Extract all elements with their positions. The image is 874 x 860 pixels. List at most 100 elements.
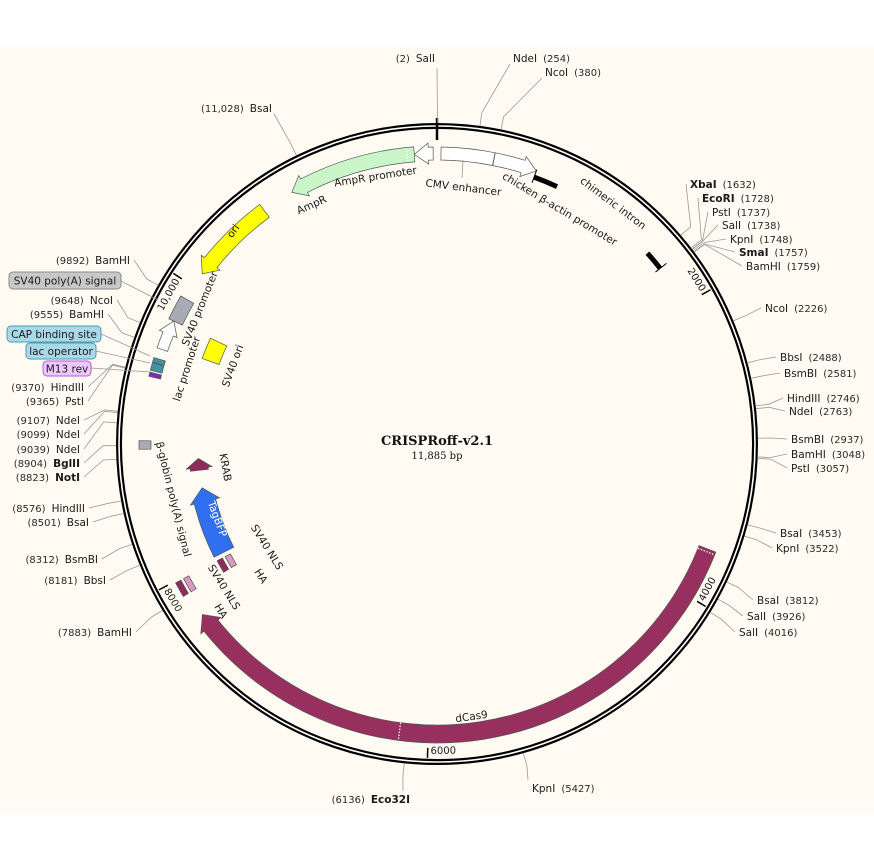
feature-tagbfp[interactable] bbox=[189, 487, 235, 558]
feature-cmv-enhancer[interactable] bbox=[440, 146, 496, 166]
feature-sv40-ori[interactable] bbox=[201, 337, 228, 365]
feature-sv40-nls-2[interactable] bbox=[175, 579, 189, 597]
tick-label: 6000 bbox=[430, 746, 456, 758]
restriction-site-sali[interactable]: SalI (3926) bbox=[747, 611, 805, 623]
feature-ampr[interactable] bbox=[291, 146, 416, 197]
restriction-site-bsmbi[interactable]: BsmBI (2581) bbox=[784, 368, 857, 380]
label-sv40-nls-1: SV40 NLS bbox=[248, 523, 285, 573]
restriction-site-ncoi[interactable]: NcoI (2226) bbox=[765, 303, 828, 315]
feature-cap-binding-site[interactable] bbox=[152, 357, 166, 366]
site-name: SalI bbox=[722, 220, 741, 232]
site-position: (2937) bbox=[830, 435, 863, 446]
restriction-site-bsmbi[interactable]: BsmBI (2937) bbox=[791, 434, 864, 446]
site-name: Eco32I bbox=[371, 794, 410, 806]
feature-ampr-promoter[interactable] bbox=[413, 142, 434, 165]
restriction-site-kpni[interactable]: KpnI (5427) bbox=[532, 783, 595, 795]
site-name: SalI bbox=[747, 611, 766, 623]
restriction-site-ncoi[interactable]: NcoI (380) bbox=[545, 67, 601, 79]
restriction-site-psti[interactable]: PstI (3057) bbox=[791, 463, 849, 475]
restriction-site-ndei[interactable]: NdeI (2763) bbox=[789, 406, 852, 418]
restriction-site-bamhi[interactable]: BamHI (1759) bbox=[746, 261, 820, 273]
restriction-site-bsmbi[interactable]: (8312) BsmBI bbox=[26, 554, 98, 566]
feature-ha-2[interactable] bbox=[183, 575, 197, 593]
restriction-site-ecori[interactable]: EcoRI (1728) bbox=[702, 193, 774, 205]
feature-sv40-promoter[interactable] bbox=[168, 295, 195, 326]
site-leader-line bbox=[92, 513, 124, 523]
site-name: BamHI bbox=[791, 449, 826, 461]
site-position: (8312) bbox=[26, 555, 59, 566]
chimeric-intron-segment[interactable] bbox=[645, 251, 663, 270]
restriction-site-psti[interactable]: (9365) PstI bbox=[26, 396, 84, 408]
feature-dcas9[interactable] bbox=[200, 545, 717, 744]
site-leader-line bbox=[747, 524, 777, 534]
site-position: (8823) bbox=[16, 473, 49, 484]
restriction-site-bamhi[interactable]: (9892) BamHI bbox=[56, 255, 130, 267]
site-leader-line bbox=[751, 372, 781, 379]
site-name: EcoRI bbox=[702, 193, 735, 205]
restriction-site-bamhi[interactable]: BamHI (3048) bbox=[791, 449, 865, 461]
restriction-site-bsai[interactable]: (11,028) BsaI bbox=[201, 103, 272, 115]
cap-binding-site-box[interactable] bbox=[6, 325, 102, 343]
site-name: BsaI bbox=[780, 528, 802, 540]
label-beta-globin-polya: β-globin poly(A) signal bbox=[153, 441, 193, 558]
site-leader-line bbox=[273, 113, 297, 156]
feature-ori[interactable] bbox=[200, 204, 270, 275]
feature-cba-promoter[interactable] bbox=[492, 152, 537, 178]
restriction-site-sali[interactable]: SalI (4016) bbox=[739, 627, 797, 639]
feature-krab[interactable] bbox=[185, 457, 214, 472]
restriction-site-sali[interactable]: SalI (1738) bbox=[722, 220, 780, 232]
site-name: BsmBI bbox=[791, 434, 824, 446]
restriction-site-bsai[interactable]: BsaI (3812) bbox=[757, 595, 819, 607]
restriction-site-ncoi[interactable]: (9648) NcoI bbox=[51, 295, 113, 307]
restriction-site-sali[interactable]: (2) SalI bbox=[396, 53, 435, 65]
restriction-site-bamhi[interactable]: (9555) BamHI bbox=[30, 309, 104, 321]
restriction-site-kpni[interactable]: KpnI (1748) bbox=[730, 234, 793, 246]
restriction-site-bglii[interactable]: (8904) BglII bbox=[14, 458, 80, 470]
site-leader-line bbox=[733, 307, 762, 322]
lac-operator-leader bbox=[95, 350, 151, 364]
restriction-site-noti[interactable]: (8823) NotI bbox=[16, 472, 80, 484]
feature-beta-globin-polya[interactable] bbox=[138, 440, 152, 450]
site-position: (8904) bbox=[14, 459, 47, 470]
site-name: NcoI bbox=[90, 295, 113, 307]
restriction-site-bamhi[interactable]: (7883) BamHI bbox=[58, 627, 132, 639]
m13-rev-box[interactable] bbox=[42, 360, 92, 377]
restriction-site-ndei[interactable]: (9099) NdeI bbox=[17, 429, 80, 441]
site-position: (2) bbox=[396, 54, 410, 65]
restriction-site-ndei[interactable]: (9039) NdeI bbox=[17, 444, 80, 456]
restriction-site-bsai[interactable]: BsaI (3453) bbox=[780, 528, 842, 540]
feature-ha-1[interactable] bbox=[224, 553, 237, 569]
restriction-site-xbai[interactable]: XbaI (1632) bbox=[690, 179, 756, 191]
restriction-site-eco32i[interactable]: (6136) Eco32I bbox=[332, 794, 410, 806]
sv40-polya-box[interactable] bbox=[8, 271, 122, 290]
site-name: SalI bbox=[739, 627, 758, 639]
site-position: (3522) bbox=[805, 544, 838, 555]
feature-lac-promoter[interactable] bbox=[156, 320, 178, 352]
site-name: NdeI bbox=[789, 406, 813, 418]
site-name: KpnI bbox=[730, 234, 753, 246]
chimeric-intron-segment[interactable] bbox=[533, 174, 559, 189]
site-position: (1759) bbox=[787, 262, 820, 273]
restriction-site-bsai[interactable]: (8501) BsaI bbox=[28, 517, 89, 529]
site-leader-line bbox=[133, 259, 159, 286]
chimeric-intron-end-tick bbox=[531, 169, 538, 183]
restriction-site-hindiii[interactable]: HindIII (2746) bbox=[787, 393, 860, 405]
feature-m13-rev[interactable] bbox=[148, 371, 162, 380]
restriction-site-ndei[interactable]: (9107) NdeI bbox=[17, 415, 80, 427]
feature-lac-operator[interactable] bbox=[149, 362, 165, 374]
restriction-site-smai[interactable]: SmaI (1757) bbox=[739, 247, 808, 259]
restriction-site-hindiii[interactable]: (8576) HindIII bbox=[12, 503, 85, 515]
restriction-site-bbsi[interactable]: BbsI (2488) bbox=[780, 352, 842, 364]
site-name: HindIII bbox=[787, 393, 820, 405]
restriction-site-psti[interactable]: PstI (1737) bbox=[712, 207, 770, 219]
cmv-cba-divider bbox=[492, 152, 496, 166]
restriction-site-kpni[interactable]: KpnI (3522) bbox=[776, 543, 839, 555]
lac-operator-text: lac operator bbox=[29, 346, 93, 358]
site-leader-line bbox=[755, 397, 784, 407]
restriction-site-ndei[interactable]: NdeI (254) bbox=[513, 53, 570, 65]
restriction-site-hindiii[interactable]: (9370) HindIII bbox=[11, 382, 84, 394]
lac-operator-box[interactable] bbox=[25, 342, 97, 360]
restriction-site-bbsi[interactable]: (8181) BbsI bbox=[44, 575, 106, 587]
feature-sv40-nls-1[interactable] bbox=[216, 557, 230, 573]
